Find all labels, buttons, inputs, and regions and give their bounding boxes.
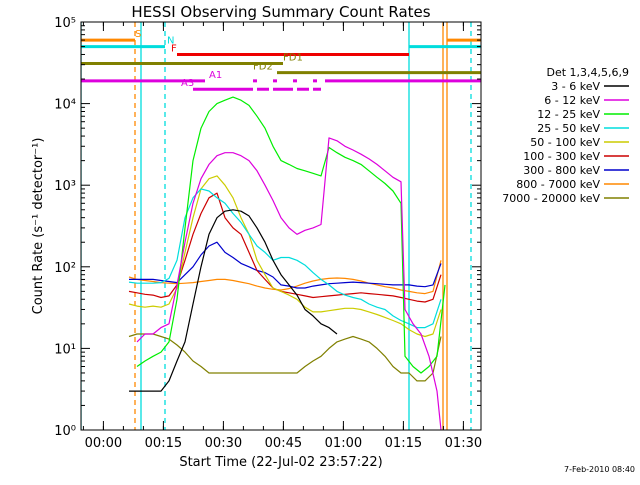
series-line	[128, 260, 442, 295]
series-line	[136, 137, 442, 430]
footer-timestamp: 7-Feb-2010 08:40	[564, 465, 635, 474]
flag-label: S	[135, 29, 141, 40]
flag-label: FD1	[283, 53, 303, 64]
flag-label: A1	[209, 70, 222, 81]
x-tick-label: 00:30	[205, 436, 242, 451]
legend-label: 800 - 7000 keV	[516, 178, 600, 191]
flag-bars: S NF FD1 FD2 A1 A3	[81, 29, 481, 91]
vertical-markers	[81, 22, 472, 430]
legend-label: 25 - 50 keV	[537, 122, 600, 135]
chart-title: HESSI Observing Summary Count Rates	[131, 3, 430, 21]
flag-label: F	[171, 43, 177, 54]
y-axis-label: Count Rate (s⁻¹ detector⁻¹)	[31, 138, 46, 315]
series-lines	[128, 96, 446, 430]
x-tick-label: 00:45	[265, 436, 302, 451]
legend-title: Det 1,3,4,5,6,9	[546, 66, 629, 79]
flag-label: N	[167, 36, 174, 47]
y-tick-label: 10⁴	[54, 98, 76, 113]
series-line	[128, 175, 442, 338]
series-line	[129, 241, 442, 289]
x-tick-label: 00:15	[145, 436, 182, 451]
series-line	[128, 188, 442, 329]
series-line	[128, 333, 442, 382]
series-line	[136, 96, 446, 374]
legend-label: 6 - 12 keV	[544, 94, 600, 107]
x-tick-label: 01:30	[445, 436, 482, 451]
y-tick-label: 10¹	[54, 342, 76, 357]
x-tick-label: 00:00	[85, 436, 122, 451]
legend-label: 7000 - 20000 keV	[502, 192, 600, 205]
flag-label: A3	[181, 78, 194, 89]
x-tick-label: 01:15	[385, 436, 422, 451]
legend-label: 100 - 300 keV	[523, 150, 600, 163]
legend-label: 300 - 800 keV	[523, 164, 600, 177]
legend-label: 50 - 100 keV	[530, 136, 600, 149]
series-line	[129, 209, 338, 392]
y-tick-label: 10⁰	[54, 424, 76, 439]
y-tick-label: 10³	[54, 179, 76, 194]
x-axis-label: Start Time (22-Jul-02 23:57:22)	[179, 455, 382, 470]
legend-label: 3 - 6 keV	[551, 80, 600, 93]
plot-frame	[80, 21, 482, 431]
y-tick-label: 10⁵	[54, 16, 76, 31]
legend-label: 12 - 25 keV	[537, 108, 600, 121]
x-tick-label: 01:00	[325, 436, 362, 451]
flag-label: FD2	[253, 62, 273, 73]
y-tick-label: 10²	[54, 261, 76, 276]
